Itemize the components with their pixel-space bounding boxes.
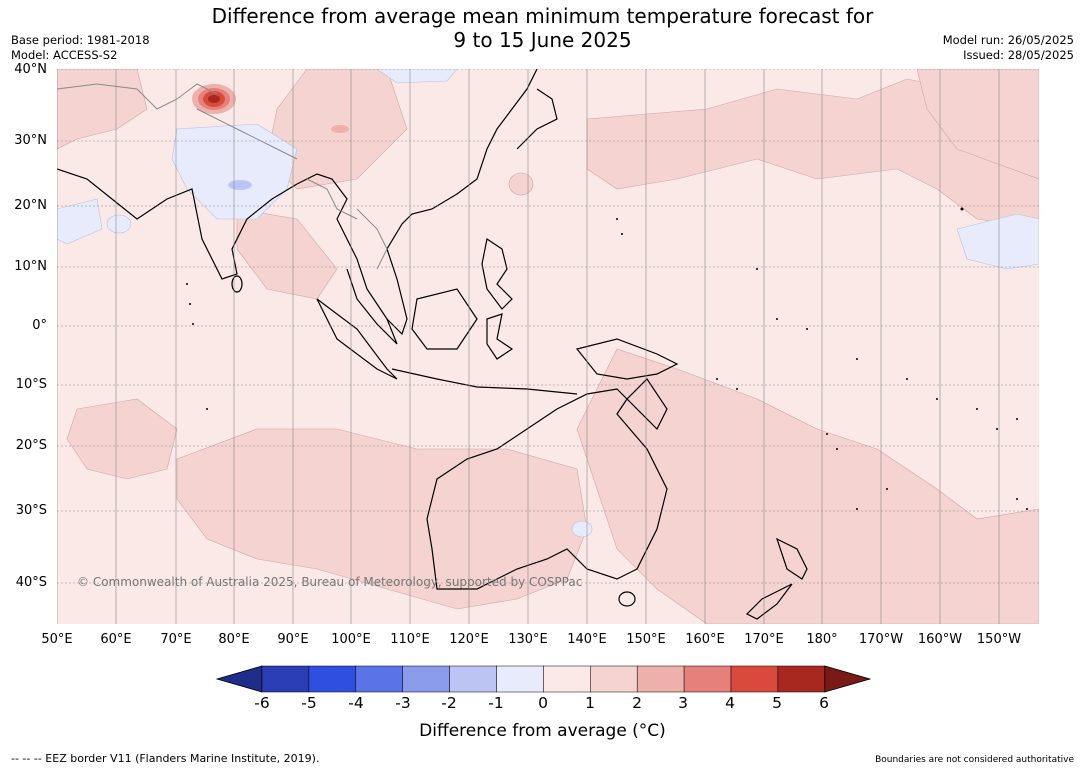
lat-label-20s: 20°S — [15, 438, 47, 453]
lon-label: 90°E — [277, 632, 309, 647]
meta-left: Base period: 1981-2018 Model: ACCESS-S2 — [11, 33, 150, 63]
meta-right: Model run: 26/05/2025 Issued: 28/05/2025 — [943, 33, 1074, 63]
colorbar-tick: -6 — [254, 694, 270, 712]
lon-label: 160°W — [917, 632, 963, 647]
lon-label: 120°E — [449, 632, 489, 647]
colorbar-tick: -1 — [488, 694, 504, 712]
colorbar-tick: 6 — [819, 694, 829, 712]
colorbar-segment — [543, 665, 591, 693]
lon-label: 180° — [806, 632, 838, 647]
lat-label-40n: 40°N — [14, 62, 47, 77]
lon-label: 150°W — [976, 632, 1022, 647]
lat-label-equator: 0° — [32, 318, 47, 333]
coastlines — [57, 69, 808, 620]
title-line-2: 9 to 15 June 2025 — [453, 28, 632, 52]
lon-label: 100°E — [331, 632, 371, 647]
copyright-notice: © Commonwealth of Australia 2025, Bureau… — [77, 575, 583, 589]
anomaly-1-2-regions — [57, 69, 1039, 624]
map-title: Difference from average mean minimum tem… — [0, 4, 1085, 52]
colorbar-tick: 1 — [585, 694, 595, 712]
colorbar-tick: -5 — [301, 694, 317, 712]
colorbar-segment — [355, 665, 403, 693]
colorbar-segment — [308, 665, 357, 693]
map-panel — [57, 69, 1039, 624]
small-warm-patch — [331, 125, 349, 133]
colorbar-tick: -4 — [348, 694, 364, 712]
colorbar-segment — [449, 665, 497, 693]
graticule-meridians — [57, 69, 1000, 624]
colorbar-tick: 2 — [632, 694, 642, 712]
colorbar-tick: -3 — [395, 694, 411, 712]
base-period: Base period: 1981-2018 — [11, 33, 150, 47]
title-line-1: Difference from average mean minimum tem… — [211, 4, 874, 28]
colorbar-tick: 3 — [678, 694, 688, 712]
hotspot-warm — [192, 84, 236, 114]
model-name: Model: ACCESS-S2 — [11, 48, 118, 62]
colorbar-segment — [683, 665, 732, 693]
colorbar-segment — [636, 665, 685, 693]
colorbar — [215, 665, 871, 693]
lon-label: 130°E — [508, 632, 548, 647]
country-borders — [57, 83, 388, 270]
colorbar-arrow-high — [824, 665, 871, 693]
graticule — [57, 69, 1039, 624]
lon-label: 70°E — [160, 632, 192, 647]
lon-label: 80°E — [218, 632, 250, 647]
anomaly-minus-2-patch — [228, 180, 252, 190]
colorbar-tick: -2 — [441, 694, 457, 712]
lat-label-30s: 30°S — [15, 503, 47, 518]
boundaries-disclaimer: Boundaries are not considered authoritat… — [875, 755, 1074, 765]
colorbar-segment — [730, 665, 779, 693]
model-run: Model run: 26/05/2025 — [942, 33, 1074, 47]
colorbar-segment — [496, 665, 544, 693]
eez-border-note: -- -- -- EEZ border V11 (Flanders Marine… — [11, 752, 320, 765]
lat-label-10s: 10°S — [15, 377, 47, 392]
colorbar-segment — [402, 665, 450, 693]
colorbar-segment — [590, 665, 638, 693]
lat-label-40s: 40°S — [15, 575, 47, 590]
lon-label: 170°E — [744, 632, 784, 647]
lon-label: 110°E — [390, 632, 430, 647]
colorbar-arrow-low — [215, 665, 263, 693]
colorbar-segment — [261, 665, 310, 693]
lon-label: 150°E — [626, 632, 666, 647]
map-svg — [57, 69, 1039, 624]
lon-label: 160°E — [685, 632, 725, 647]
colorbar-tick: 5 — [772, 694, 782, 712]
lon-label: 140°E — [567, 632, 607, 647]
lat-label-10n: 10°N — [14, 259, 47, 274]
lat-label-20n: 20°N — [14, 198, 47, 213]
islands — [186, 207, 1028, 510]
lon-label: 170°W — [858, 632, 904, 647]
lon-label: 50°E — [41, 632, 73, 647]
lon-label: 60°E — [100, 632, 132, 647]
colorbar-title: Difference from average (°C) — [419, 721, 666, 741]
lat-label-30n: 30°N — [14, 133, 47, 148]
colorbar-tick: 0 — [538, 694, 548, 712]
colorbar-tick: 4 — [725, 694, 735, 712]
issued-date: Issued: 28/05/2025 — [963, 48, 1074, 62]
colorbar-segment — [777, 665, 826, 693]
